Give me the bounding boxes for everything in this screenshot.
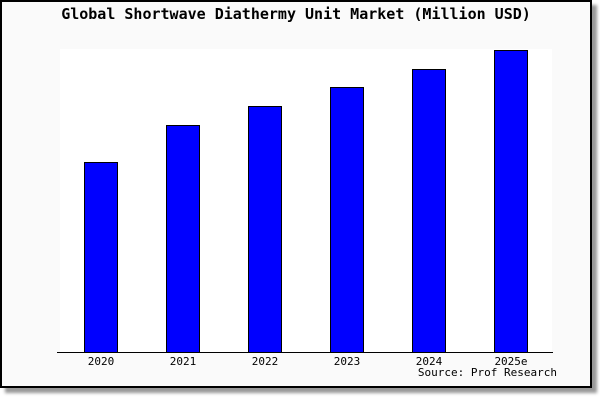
x-tick-label-2023: 2023 <box>333 355 361 368</box>
source-credit: Source: Prof Research <box>417 366 557 379</box>
bar-2022 <box>248 106 282 352</box>
x-tick-label-2022: 2022 <box>251 355 279 368</box>
x-axis-line <box>57 352 553 353</box>
bar-2024 <box>412 69 446 352</box>
bar-2025e <box>494 50 528 352</box>
bar-2020 <box>84 162 118 352</box>
x-tick-label-2025e: 2025e <box>494 355 528 368</box>
x-tick-label-2024: 2024 <box>415 355 443 368</box>
x-tick-label-2021: 2021 <box>169 355 197 368</box>
x-tick-label-2020: 2020 <box>87 355 115 368</box>
bar-2021 <box>166 125 200 352</box>
plot-area <box>60 49 552 352</box>
bar-2023 <box>330 87 364 352</box>
chart-title: Global Shortwave Diathermy Unit Market (… <box>61 5 531 23</box>
